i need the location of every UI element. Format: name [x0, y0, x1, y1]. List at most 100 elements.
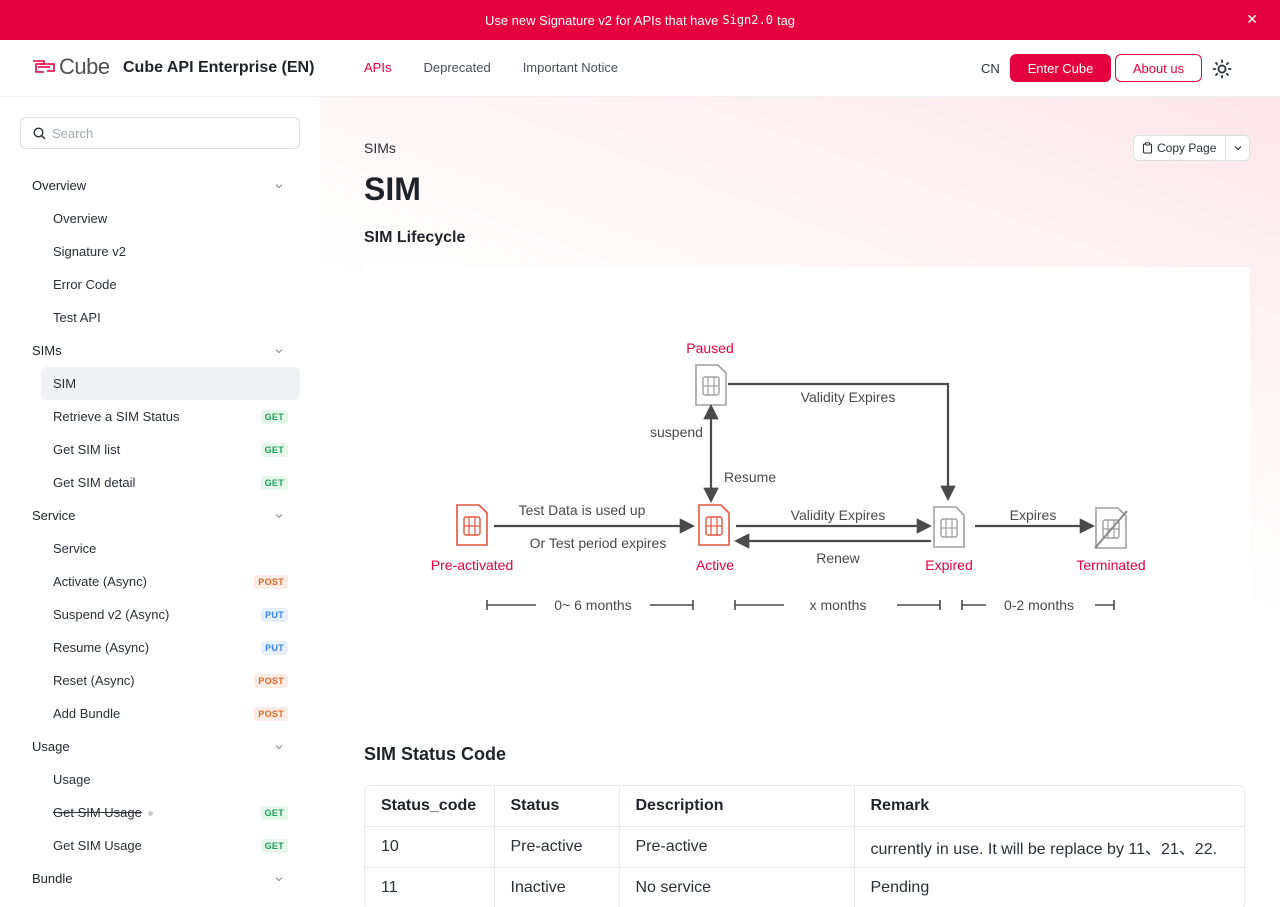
search-box[interactable]	[20, 117, 300, 149]
banner-text-after: tag	[776, 12, 796, 28]
sidebar-item-sim[interactable]: SIM	[41, 367, 300, 400]
label-suspend: suspend	[650, 424, 703, 440]
chevron-down-icon	[275, 876, 283, 881]
table-cell: 11	[365, 867, 495, 907]
sim-lifecycle-diagram: Paused Pre-activated Active Expired Term…	[364, 267, 1250, 707]
nav-important-notice[interactable]: Important Notice	[522, 60, 619, 75]
table-cell: Pre-active	[619, 826, 855, 868]
table-row: 10 Pre-active Pre-active currently in us…	[365, 826, 1244, 868]
sidebar-item-signature-v2[interactable]: Signature v2	[41, 235, 300, 268]
banner-code: Sign2.0	[722, 13, 773, 27]
column-header: Status_code	[365, 786, 495, 827]
language-switch[interactable]: CN	[981, 61, 1000, 76]
group-label: Usage	[32, 739, 70, 754]
nav-apis[interactable]: APIs	[364, 60, 392, 75]
logo[interactable]: Cube	[32, 54, 110, 80]
state-paused: Paused	[686, 340, 733, 356]
sidebar-item-service[interactable]: Service	[41, 532, 300, 565]
arrow-paused-to-expired	[728, 382, 956, 502]
sidebar-item-get-sim-list[interactable]: Get SIM list GET	[41, 433, 300, 466]
method-badge: PUT	[261, 640, 288, 655]
label-test-data: Test Data is used up	[519, 502, 646, 518]
sidebar-item-label: Usage	[53, 772, 91, 787]
sidebar-item-get-sim-usage[interactable]: Get SIM Usage GET	[41, 829, 300, 862]
sidebar-item-label: Get SIM Usage	[53, 805, 142, 820]
about-us-button[interactable]: About us	[1115, 54, 1202, 82]
enter-cube-button[interactable]: Enter Cube	[1010, 54, 1111, 82]
method-badge: POST	[254, 574, 288, 589]
table-cell: No service	[619, 867, 855, 907]
copy-page-button[interactable]: Copy Page	[1134, 136, 1226, 160]
method-badge: GET	[260, 409, 288, 424]
sidebar-item-reset[interactable]: Reset (Async) POST	[41, 664, 300, 697]
sidebar-item-error-code[interactable]: Error Code	[41, 268, 300, 301]
sidebar-item-usage[interactable]: Usage	[41, 763, 300, 796]
sidebar-item-label: Test API	[53, 310, 101, 325]
state-expired: Expired	[925, 557, 972, 573]
group-label: SIMs	[32, 343, 62, 358]
duration-expired: 0-2 months	[1004, 597, 1074, 613]
sidebar-group-service[interactable]: Service	[20, 499, 300, 532]
sidebar-item-label: Get SIM list	[53, 442, 121, 457]
label-renew: Renew	[816, 550, 860, 566]
status-code-heading: SIM Status Code	[364, 744, 507, 764]
chevron-down-icon	[275, 348, 283, 353]
search-input[interactable]	[52, 125, 282, 141]
cube-logo-icon	[33, 60, 55, 73]
sidebar-item-label: Service	[53, 541, 97, 556]
sidebar-item-label: Reset (Async)	[53, 673, 135, 688]
sidebar-item-label: Signature v2	[53, 244, 126, 259]
group-label: Overview	[32, 178, 87, 193]
sidebar-item-label: Retrieve a SIM Status	[53, 409, 180, 424]
copy-page-control: Copy Page	[1133, 135, 1250, 161]
sidebar-group-sims[interactable]: SIMs	[20, 334, 300, 367]
sidebar-item-suspend-v2[interactable]: Suspend v2 (Async) PUT	[41, 598, 300, 631]
paused-sim-icon	[695, 364, 727, 406]
label-validity-expires-mid: Validity Expires	[791, 507, 886, 523]
sun-icon[interactable]	[1212, 59, 1232, 79]
clipboard-icon	[1142, 142, 1153, 154]
sidebar-item-label: Get SIM detail	[53, 475, 136, 490]
copy-page-label: Copy Page	[1157, 141, 1217, 155]
sidebar-item-activate[interactable]: Activate (Async) POST	[41, 565, 300, 598]
sidebar-item-test-api[interactable]: Test API	[41, 301, 300, 334]
group-label: Service	[32, 508, 76, 523]
sidebar-group-bundle[interactable]: Bundle	[20, 862, 300, 895]
sidebar-item-resume[interactable]: Resume (Async) PUT	[41, 631, 300, 664]
chevron-down-icon	[275, 744, 283, 749]
label-test-period: Or Test period expires	[530, 535, 667, 551]
sidebar-item-get-sim-usage-deprecated[interactable]: Get SIM Usage GET	[41, 796, 300, 829]
method-badge: GET	[260, 475, 288, 490]
sidebar-item-get-sim-detail[interactable]: Get SIM detail GET	[41, 466, 300, 499]
sidebar-group-overview[interactable]: Overview	[20, 169, 300, 202]
preactivated-sim-icon	[456, 504, 488, 546]
site-title[interactable]: Cube API Enterprise (EN)	[123, 59, 315, 76]
state-preactivated: Pre-activated	[431, 557, 513, 573]
top-nav: APIs Deprecated Important Notice	[364, 60, 650, 75]
logo-text: Cube	[59, 54, 110, 79]
method-badge: POST	[254, 673, 288, 688]
copy-page-dropdown[interactable]	[1226, 136, 1249, 160]
breadcrumb[interactable]: SIMs	[364, 140, 396, 156]
method-badge: POST	[254, 706, 288, 721]
nav-deprecated[interactable]: Deprecated	[423, 60, 491, 75]
sidebar-item-label: Add Bundle	[53, 706, 121, 721]
table-cell: Pre-active	[494, 826, 620, 868]
sidebar-item-label: Suspend v2 (Async)	[53, 607, 170, 622]
sidebar-item-label: Activate (Async)	[53, 574, 147, 589]
sidebar-item-label: Get SIM Usage	[53, 838, 142, 853]
table-row: 11 Inactive No service Pending	[365, 867, 1244, 907]
close-icon[interactable]: ✕	[1246, 11, 1258, 27]
top-header: Cube Cube API Enterprise (EN) APIs Depre…	[0, 40, 1280, 97]
page-title: SIM	[364, 171, 421, 207]
sidebar-item-retrieve-sim-status[interactable]: Retrieve a SIM Status GET	[41, 400, 300, 433]
sidebar-item-add-bundle[interactable]: Add Bundle POST	[41, 697, 300, 730]
deprecated-dot-icon	[147, 811, 153, 817]
active-sim-icon	[698, 504, 730, 546]
sidebar-group-usage[interactable]: Usage	[20, 730, 300, 763]
sidebar-item-label: SIM	[53, 376, 77, 391]
sidebar-nav: Overview Overview Signature v2 Error Cod…	[20, 169, 300, 895]
table-cell: 10	[365, 826, 495, 868]
sidebar-item-overview[interactable]: Overview	[41, 202, 300, 235]
lifecycle-heading: SIM Lifecycle	[364, 229, 466, 246]
